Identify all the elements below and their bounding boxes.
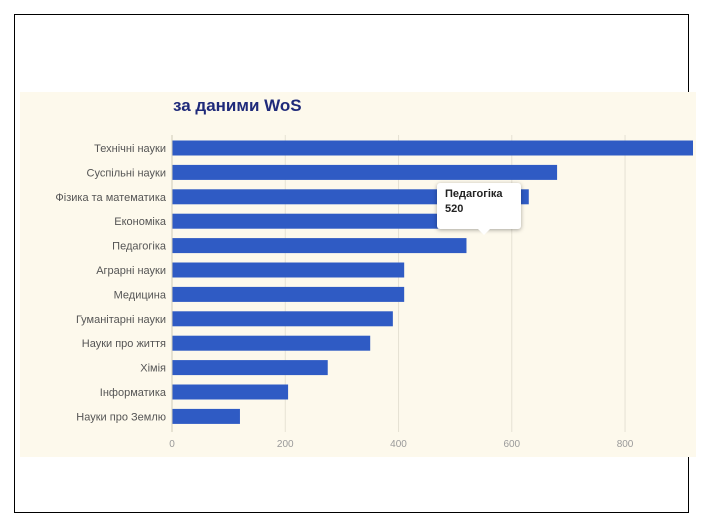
- tooltip-pointer: [477, 228, 491, 235]
- category-label: Науки про життя: [82, 338, 166, 350]
- category-label: Економіка: [114, 216, 167, 228]
- x-tick-label: 200: [277, 439, 294, 450]
- category-label: Науки про Землю: [76, 411, 166, 423]
- x-tick-label: 0: [169, 439, 175, 450]
- bar[interactable]: [172, 164, 558, 180]
- bar[interactable]: [172, 335, 371, 351]
- x-tick-label: 400: [390, 439, 407, 450]
- chart-title: за даними WoS: [173, 96, 302, 115]
- bar[interactable]: [172, 238, 467, 254]
- x-tick-label: 800: [617, 439, 634, 450]
- bar[interactable]: [172, 213, 512, 229]
- category-label: Медицина: [114, 289, 167, 301]
- category-label: Інформатика: [100, 387, 167, 399]
- bar[interactable]: [172, 360, 328, 376]
- chart-tooltip: Педагогіка 520: [437, 183, 521, 229]
- bar[interactable]: [172, 286, 405, 302]
- category-label: Гуманітарні науки: [76, 314, 166, 326]
- bar[interactable]: [172, 140, 693, 156]
- bar[interactable]: [172, 311, 393, 327]
- category-label: Педагогіка: [112, 241, 167, 253]
- tooltip-value: 520: [445, 203, 464, 215]
- tooltip-category: Педагогіка: [445, 188, 503, 200]
- bar[interactable]: [172, 262, 405, 278]
- x-tick-label: 600: [503, 439, 520, 450]
- category-label: Суспільні науки: [87, 167, 166, 179]
- category-label: Аграрні науки: [96, 265, 166, 277]
- category-label: Технічні науки: [94, 143, 166, 155]
- category-label: Фізика та математика: [55, 192, 166, 204]
- category-label: Хімія: [140, 363, 166, 375]
- bar[interactable]: [172, 384, 289, 400]
- bar[interactable]: [172, 408, 240, 424]
